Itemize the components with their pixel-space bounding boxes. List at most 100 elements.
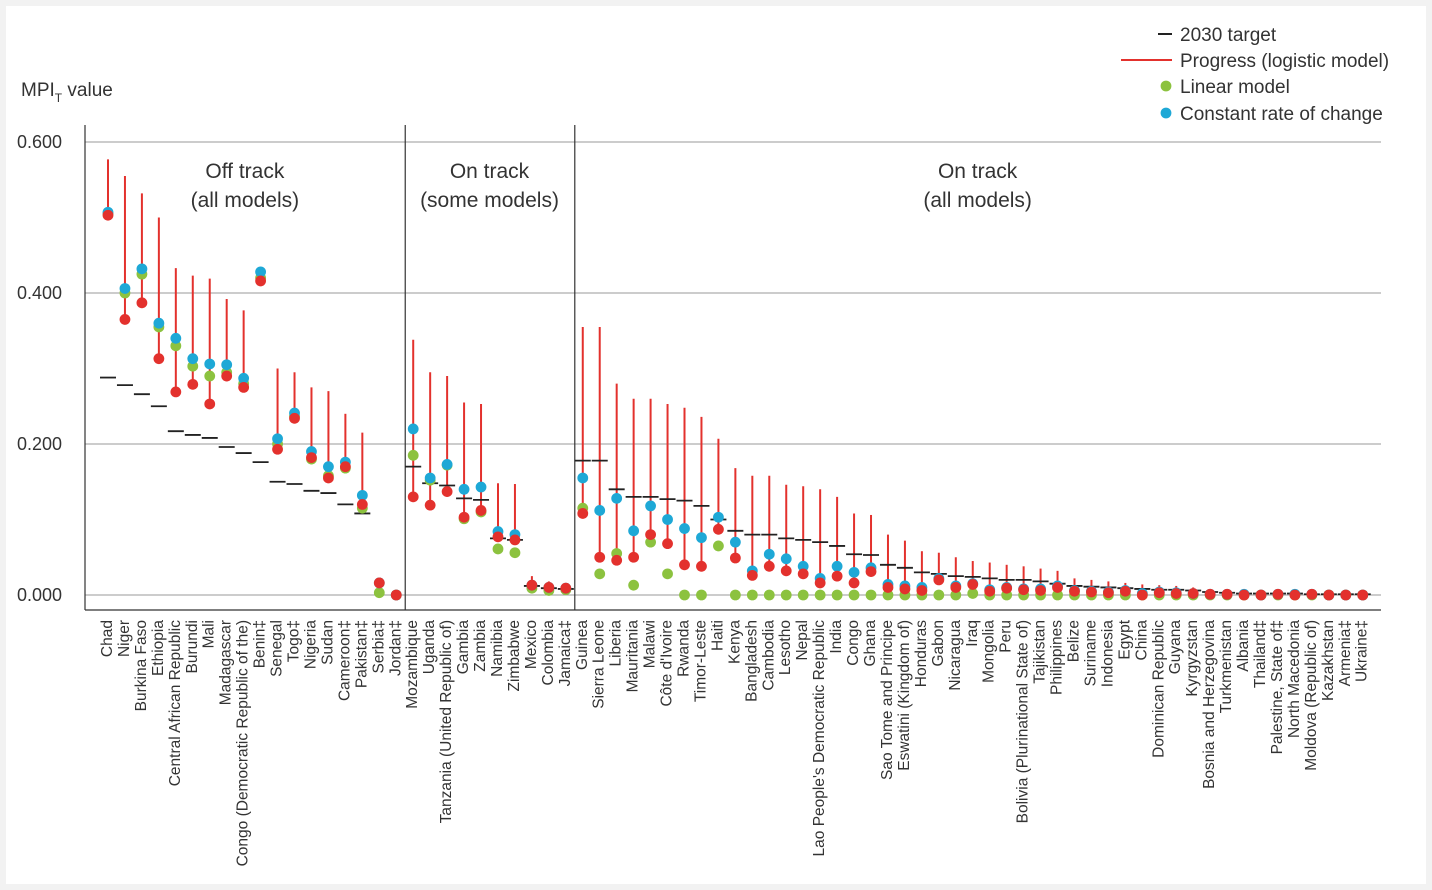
category-label: Gambia [455,620,472,675]
linear-model-point [814,589,826,601]
linear-model-point [509,547,521,559]
progress-point [255,275,267,287]
category-label: Haiti [709,620,726,651]
category-label: Uganda [421,620,438,675]
category-label: Mozambique [404,620,421,709]
legend-target-label: 2030 target [1180,25,1277,46]
progress-point [662,538,673,550]
progress-point [221,370,233,382]
linear-model-point [933,589,945,601]
progress-point [153,353,165,365]
progress-point [1018,584,1030,596]
constant-rate-point [407,423,419,435]
group-labels: Off track (all models) On track (some model… [191,160,1032,212]
progress-point [390,589,402,601]
chart-panel [6,6,1426,884]
category-label: Kazakhstan [1320,620,1337,701]
progress-point [950,582,962,593]
linear-model-point [797,589,809,601]
progress-point [916,585,928,596]
category-label: Ghana [862,620,879,667]
constant-rate-point [272,433,283,445]
category-label: Bolivia (Plurinational State of) [1015,620,1032,823]
progress-point [831,570,843,582]
progress-point [1086,586,1097,598]
progress-point [746,569,758,581]
category-label: Cambodia [760,620,777,691]
progress-point [204,398,216,410]
category-label: Cameroon‡ [336,620,353,701]
category-label: India [828,620,845,654]
category-label: Namibia [489,620,506,677]
progress-point [509,534,521,546]
linear-model-point [594,568,606,580]
category-label: Guyana [1167,620,1184,675]
constant-rate-point [255,266,267,278]
linear-model-point [780,589,792,601]
group-dividers [404,125,576,610]
progress-point [797,568,809,580]
progress-point [272,443,283,455]
progress-point [1306,588,1318,600]
linear-model-point [950,589,962,601]
constant-rate-point [662,514,673,525]
constant-rate-point [780,553,792,565]
progress-point [1119,585,1131,597]
constant-rate-point [628,525,640,537]
category-label: Congo [845,620,862,666]
category-label: Senegal [269,620,286,677]
category-label: Armenia‡ [1337,620,1354,686]
category-label: Lao People's Democratic Republic [811,620,828,857]
y-axis-label-suffix: value [62,80,113,101]
linear-model-point [746,589,758,601]
group-label: (all models) [923,189,1032,212]
legend-constant-swatch [1160,107,1172,119]
constant-rate-point [713,511,724,523]
linear-model-point [763,589,775,601]
category-label: Jamaica‡ [557,620,574,686]
legend: 2030 target Progress (logistic model) Line… [1121,25,1389,125]
data-marks [100,159,1371,601]
group-label: Off track [205,160,284,183]
category-label: Kyrgyzstan [1184,620,1201,697]
constant-rate-point [594,505,606,516]
linear-model-point [204,370,216,382]
y-tick-label: 0.200 [17,434,62,454]
category-label: Sierra Leone [591,620,608,709]
category-label: Nigeria [302,620,319,669]
constant-rate-point [577,472,589,484]
constant-rate-point [323,461,334,473]
category-label: Togo‡ [286,620,303,662]
category-label: Zambia [472,620,489,672]
constant-rate-point [187,353,199,365]
category-label: Timor-Leste [692,620,709,702]
progress-point [814,577,826,589]
category-label: Ukraine‡ [1354,620,1371,682]
group-label: (some models) [420,189,559,212]
progress-point [713,523,724,535]
progress-point [475,505,487,516]
progress-point [696,560,707,572]
y-tick-label: 0.400 [17,283,62,303]
progress-point [1204,588,1216,600]
linear-model-point [729,589,741,601]
category-label: Sudan [319,620,336,665]
category-label: Eswatini (Kingdom of) [896,620,913,771]
linear-model-point [492,543,504,555]
progress-point [882,582,894,593]
category-label: Pakistan‡ [353,620,370,688]
constant-rate-point [679,523,690,534]
group-label: (all models) [191,189,300,212]
constant-rate-point [729,536,741,548]
linear-model-point [713,540,724,552]
progress-point [611,554,623,566]
y-tick-label: 0.600 [17,132,62,152]
linear-model-point [407,449,419,461]
y-axis: MPIT value 0.000 0.200 0.400 0.600 [17,80,1381,611]
progress-point [458,511,470,523]
progress-point [848,577,860,589]
progress-point [526,579,538,591]
category-label: Turkmenistan [1218,620,1235,713]
linear-model-point [1052,589,1063,601]
progress-point [1001,582,1013,594]
